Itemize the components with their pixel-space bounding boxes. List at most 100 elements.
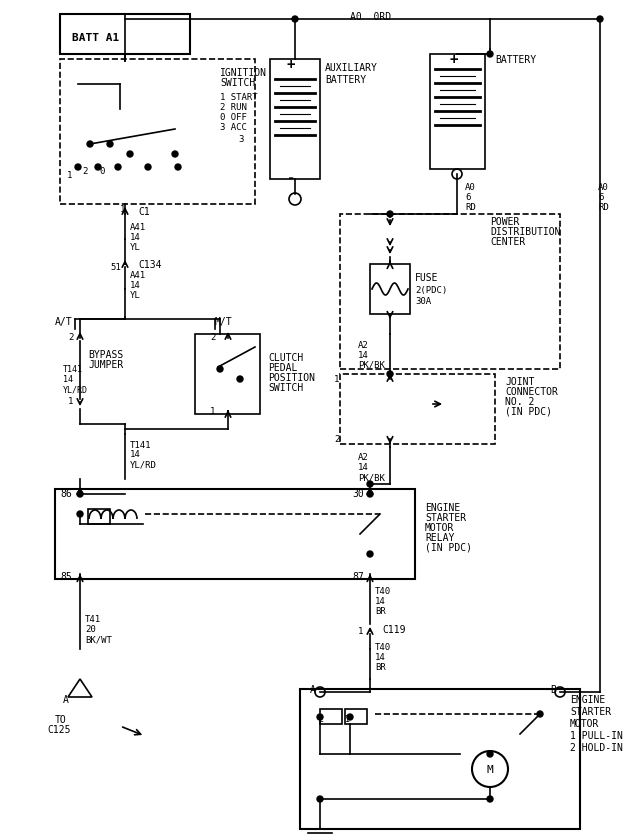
Text: T40: T40 xyxy=(375,643,391,652)
Text: 30A: 30A xyxy=(415,297,431,306)
Text: A2: A2 xyxy=(358,453,369,462)
Text: 2: 2 xyxy=(210,332,216,341)
Text: A0: A0 xyxy=(598,183,609,192)
Text: C119: C119 xyxy=(382,624,406,635)
Text: 1: 1 xyxy=(345,715,350,724)
Circle shape xyxy=(487,52,493,58)
Text: PK/BK: PK/BK xyxy=(358,360,385,369)
Text: 0: 0 xyxy=(99,167,104,176)
Text: (IN PDC): (IN PDC) xyxy=(505,406,552,416)
Text: 14: 14 xyxy=(358,463,369,472)
Circle shape xyxy=(367,492,373,497)
Text: 1: 1 xyxy=(358,627,364,635)
Text: T41: T41 xyxy=(85,614,101,624)
Text: 14: 14 xyxy=(63,375,73,384)
Bar xyxy=(345,709,367,724)
Text: RD: RD xyxy=(598,203,609,212)
Text: A/T: A/T xyxy=(55,317,72,327)
Circle shape xyxy=(75,165,81,171)
Text: BATTERY: BATTERY xyxy=(325,75,366,85)
Circle shape xyxy=(95,165,101,171)
Text: IGNITION: IGNITION xyxy=(220,68,267,78)
Text: CENTER: CENTER xyxy=(490,237,525,247)
Circle shape xyxy=(77,492,83,497)
Text: A2: A2 xyxy=(358,340,369,349)
Text: 0 OFF: 0 OFF xyxy=(220,114,247,122)
Text: PEDAL: PEDAL xyxy=(268,363,298,373)
Circle shape xyxy=(367,482,373,487)
Text: T141: T141 xyxy=(130,440,152,449)
Text: 14: 14 xyxy=(130,281,141,290)
Text: 1: 1 xyxy=(67,171,72,179)
Circle shape xyxy=(317,714,323,720)
Circle shape xyxy=(317,796,323,802)
Text: TO: TO xyxy=(55,714,67,724)
Circle shape xyxy=(87,142,93,148)
Circle shape xyxy=(537,711,543,717)
Bar xyxy=(370,265,410,314)
Text: T141: T141 xyxy=(63,365,83,374)
Text: 20: 20 xyxy=(85,624,96,634)
Text: 14: 14 xyxy=(130,450,141,459)
Text: 6: 6 xyxy=(598,193,604,202)
Text: 2 HOLD-IN: 2 HOLD-IN xyxy=(570,742,623,752)
Bar xyxy=(430,55,485,170)
Text: BR: BR xyxy=(375,607,386,616)
Text: T40: T40 xyxy=(375,587,391,596)
Circle shape xyxy=(487,751,493,757)
Text: 1 PULL-IN: 1 PULL-IN xyxy=(570,730,623,740)
Text: 86: 86 xyxy=(60,488,72,498)
Text: A: A xyxy=(63,694,69,704)
Text: 3: 3 xyxy=(238,135,243,145)
Text: POWER: POWER xyxy=(490,217,520,227)
Circle shape xyxy=(347,714,353,720)
Bar xyxy=(300,689,580,829)
Text: A: A xyxy=(310,684,316,694)
Bar xyxy=(270,60,320,180)
Text: NO. 2: NO. 2 xyxy=(505,396,534,406)
Text: C125: C125 xyxy=(47,724,70,734)
Text: A41: A41 xyxy=(130,271,146,280)
Bar xyxy=(340,215,560,370)
Text: C1: C1 xyxy=(138,206,150,217)
Bar xyxy=(320,709,342,724)
Text: FUSE: FUSE xyxy=(415,273,438,283)
Text: ENGINE: ENGINE xyxy=(425,502,460,512)
Text: SWITCH: SWITCH xyxy=(268,383,303,393)
Text: 2 RUN: 2 RUN xyxy=(220,104,247,112)
Text: 87: 87 xyxy=(352,571,364,581)
Polygon shape xyxy=(68,679,92,697)
Text: POSITION: POSITION xyxy=(268,373,315,383)
Text: JUMPER: JUMPER xyxy=(88,359,124,370)
Text: BR: BR xyxy=(375,663,386,671)
Circle shape xyxy=(292,17,298,23)
Circle shape xyxy=(107,142,113,148)
Circle shape xyxy=(145,165,151,171)
Bar xyxy=(340,375,495,445)
Circle shape xyxy=(77,512,83,517)
Text: 2: 2 xyxy=(68,332,74,341)
Text: STARTER: STARTER xyxy=(570,706,611,716)
Circle shape xyxy=(172,152,178,158)
Text: 14: 14 xyxy=(130,233,141,242)
Text: 6: 6 xyxy=(465,193,470,202)
Text: (IN PDC): (IN PDC) xyxy=(425,543,472,553)
Text: YL/RD: YL/RD xyxy=(130,460,157,469)
Circle shape xyxy=(367,551,373,558)
Circle shape xyxy=(387,371,393,378)
Text: +: + xyxy=(450,53,458,67)
Bar xyxy=(60,15,190,55)
Text: AUXILIARY: AUXILIARY xyxy=(325,63,378,73)
Text: YL: YL xyxy=(130,243,141,252)
Text: BATT A1: BATT A1 xyxy=(72,33,119,43)
Text: +: + xyxy=(287,58,296,72)
Text: 1: 1 xyxy=(120,206,125,214)
Text: 1: 1 xyxy=(334,375,339,384)
Text: JOINT: JOINT xyxy=(505,376,534,386)
Circle shape xyxy=(237,376,243,383)
Text: A0: A0 xyxy=(465,183,476,192)
Bar xyxy=(195,334,260,415)
Text: YL/RD: YL/RD xyxy=(63,385,88,394)
Text: PK/BK: PK/BK xyxy=(358,473,385,482)
Text: A0  0RD: A0 0RD xyxy=(350,12,391,22)
